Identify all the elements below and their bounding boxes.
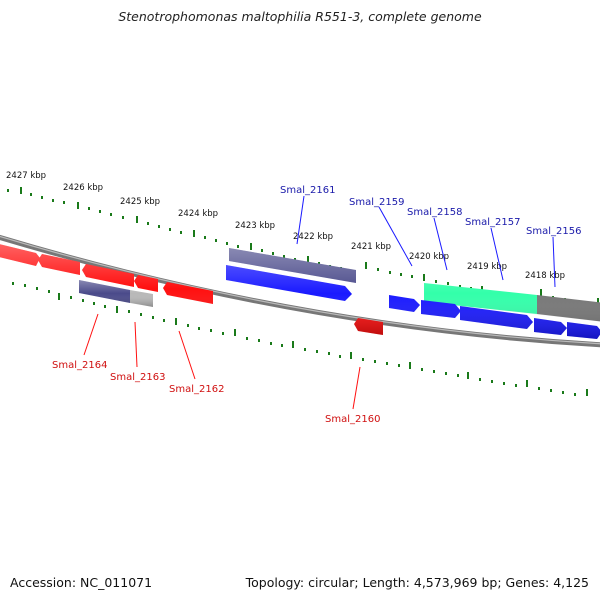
gene-label[interactable]: Smal_2158	[407, 207, 462, 218]
ruler-label: 2426 kbp	[63, 183, 103, 193]
ruler-label: 2419 kbp	[467, 262, 507, 272]
ruler-labels: 2427 kbp 2426 kbp 2425 kbp 2424 kbp 2423…	[6, 171, 565, 281]
ruler-label: 2424 kbp	[178, 209, 218, 219]
gene-label[interactable]: Smal_2164	[52, 360, 107, 371]
reverse-strand-features	[0, 244, 383, 335]
genome-backbone-highlight	[0, 235, 600, 345]
forward-strand-features	[226, 248, 600, 339]
genome-title: Stenotrophomonas maltophilia R551-3, com…	[118, 9, 482, 24]
topology-label: Topology: circular; Length: 4,573,969 bp…	[245, 575, 589, 590]
ruler-label: 2423 kbp	[235, 221, 275, 231]
genome-backbone	[0, 234, 600, 348]
ruler-label: 2420 kbp	[409, 252, 449, 262]
gene-label[interactable]: Smal_2163	[110, 372, 165, 383]
gene-label[interactable]: Smal_2159	[349, 197, 404, 208]
ruler-label: 2418 kbp	[525, 271, 565, 281]
ruler-label: 2421 kbp	[351, 242, 391, 252]
gene-label[interactable]: Smal_2162	[169, 384, 224, 395]
ruler-label: 2425 kbp	[120, 197, 160, 207]
gene-label[interactable]: Smal_2160	[325, 414, 380, 425]
lower-tick-row	[12, 282, 588, 396]
forward-leaders	[296, 195, 556, 288]
ruler-label: 2422 kbp	[293, 232, 333, 242]
ruler-label: 2427 kbp	[6, 171, 46, 181]
gene-label[interactable]: Smal_2156	[526, 226, 581, 237]
accession-label: Accession: NC_011071	[10, 575, 153, 590]
gene-label[interactable]: Smal_2157	[465, 217, 520, 228]
reverse-leaders	[83, 313, 361, 410]
gene-label[interactable]: Smal_2161	[280, 185, 335, 196]
